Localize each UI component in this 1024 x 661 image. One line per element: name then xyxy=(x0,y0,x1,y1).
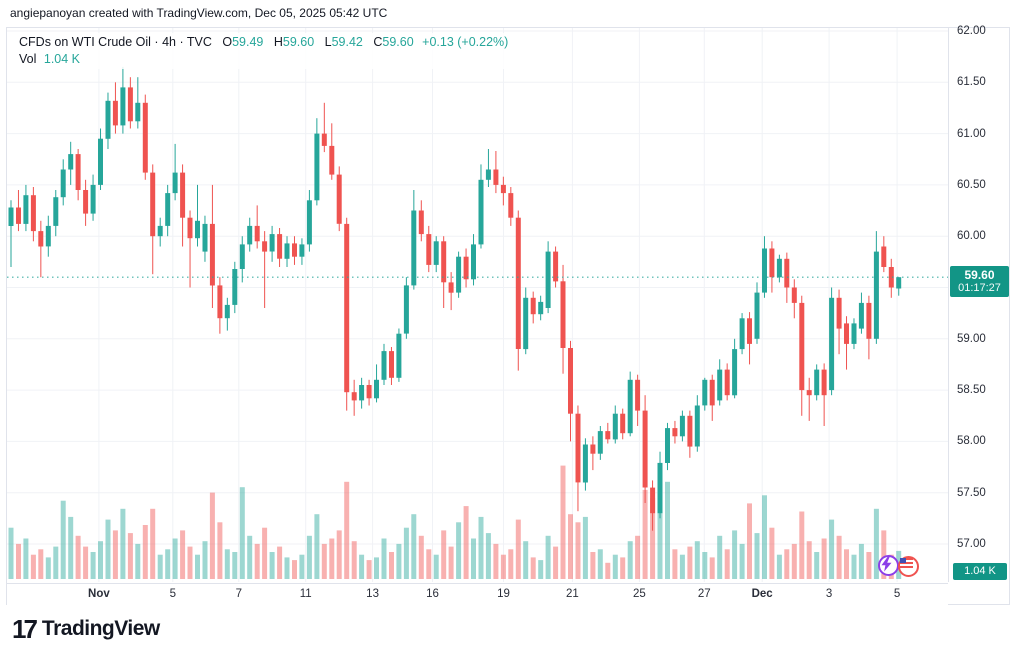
time-axis[interactable]: Nov 5 7 11 13 16 19 21 25 27 Dec 3 5 xyxy=(7,583,948,605)
last-volume-badge: 1.04 K xyxy=(953,563,1007,580)
price-tick-label: 59.00 xyxy=(957,332,986,345)
time-tick-label: 16 xyxy=(426,588,439,600)
time-tick-label: 5 xyxy=(893,588,901,600)
high-label: H xyxy=(273,35,283,49)
time-tick-label: 5 xyxy=(169,588,176,600)
tradingview-logo-text: TradingView xyxy=(41,617,160,640)
price-tick-label: 62.00 xyxy=(957,25,986,37)
price-chart-area[interactable]: CFDs on WTI Crude Oil · 4h · TVC O59.49 … xyxy=(7,28,949,582)
tradingview-logo[interactable]: 17 TradingView xyxy=(12,616,160,642)
last-price-value: 59.60 xyxy=(964,268,995,282)
price-tick-label: 58.00 xyxy=(957,435,986,448)
time-tick-label: 3 xyxy=(825,588,833,600)
economic-event-marker[interactable] xyxy=(878,555,899,576)
chart-legend: CFDs on WTI Crude Oil · 4h · TVC O59.49 … xyxy=(15,33,513,69)
time-tick-label: Nov xyxy=(88,588,110,600)
tradingview-logo-mark: 17 xyxy=(12,614,38,644)
volume-label: Vol xyxy=(19,52,37,66)
chart-widget: CFDs on WTI Crude Oil · 4h · TVC O59.49 … xyxy=(6,25,1010,605)
high-value: 59.60 xyxy=(282,35,315,49)
close-label: C xyxy=(373,35,383,49)
open-value: 59.49 xyxy=(232,35,264,49)
volume-value: 1.04 K xyxy=(43,52,81,66)
low-label: L xyxy=(324,35,332,49)
price-tick-label: 60.00 xyxy=(957,230,986,243)
legend-line-1: CFDs on WTI Crude Oil · 4h · TVC O59.49 … xyxy=(19,34,508,51)
time-tick-label: 27 xyxy=(697,588,711,600)
candles-layer xyxy=(8,66,902,531)
price-tick-label: 60.50 xyxy=(957,178,986,191)
time-tick-label: 7 xyxy=(235,588,242,600)
time-tick-label: 11 xyxy=(299,588,312,600)
candlestick-canvas[interactable] xyxy=(7,28,948,582)
price-tick-label: 57.00 xyxy=(957,538,986,550)
close-value: 59.60 xyxy=(382,35,414,49)
time-tick-label: 25 xyxy=(632,588,646,600)
time-tick-label: 21 xyxy=(565,588,579,600)
price-axis[interactable]: 62.00 61.50 61.00 60.50 60.00 59.00 58.50 58.00… xyxy=(949,25,1009,582)
us-flag-icon xyxy=(900,558,913,568)
open-label: O xyxy=(222,35,233,49)
symbol-title: CFDs on WTI Crude Oil · 4h · TVC xyxy=(19,35,212,49)
price-tick-label: 61.50 xyxy=(957,76,986,89)
price-tick-label: 57.50 xyxy=(957,486,986,499)
time-tick-label: 13 xyxy=(366,588,379,600)
price-tick-label: 58.50 xyxy=(957,384,986,397)
attribution-text: angiepanoyan created with TradingView.co… xyxy=(10,6,388,20)
volume-layer xyxy=(8,465,902,579)
low-value: 59.42 xyxy=(331,35,363,49)
change-value: +0.13 (+0.22%) xyxy=(422,35,509,49)
legend-line-2: Vol 1.04 K xyxy=(19,51,508,68)
bar-countdown: 01:17:27 xyxy=(958,282,1001,294)
time-tick-label: Dec xyxy=(751,588,773,600)
last-price-badge: 59.60 01:17:27 xyxy=(950,266,1009,297)
us-flag-event-marker[interactable] xyxy=(898,556,919,577)
price-tick-label: 61.00 xyxy=(957,127,986,140)
time-tick-label: 19 xyxy=(497,588,510,600)
lightning-icon xyxy=(881,557,892,572)
